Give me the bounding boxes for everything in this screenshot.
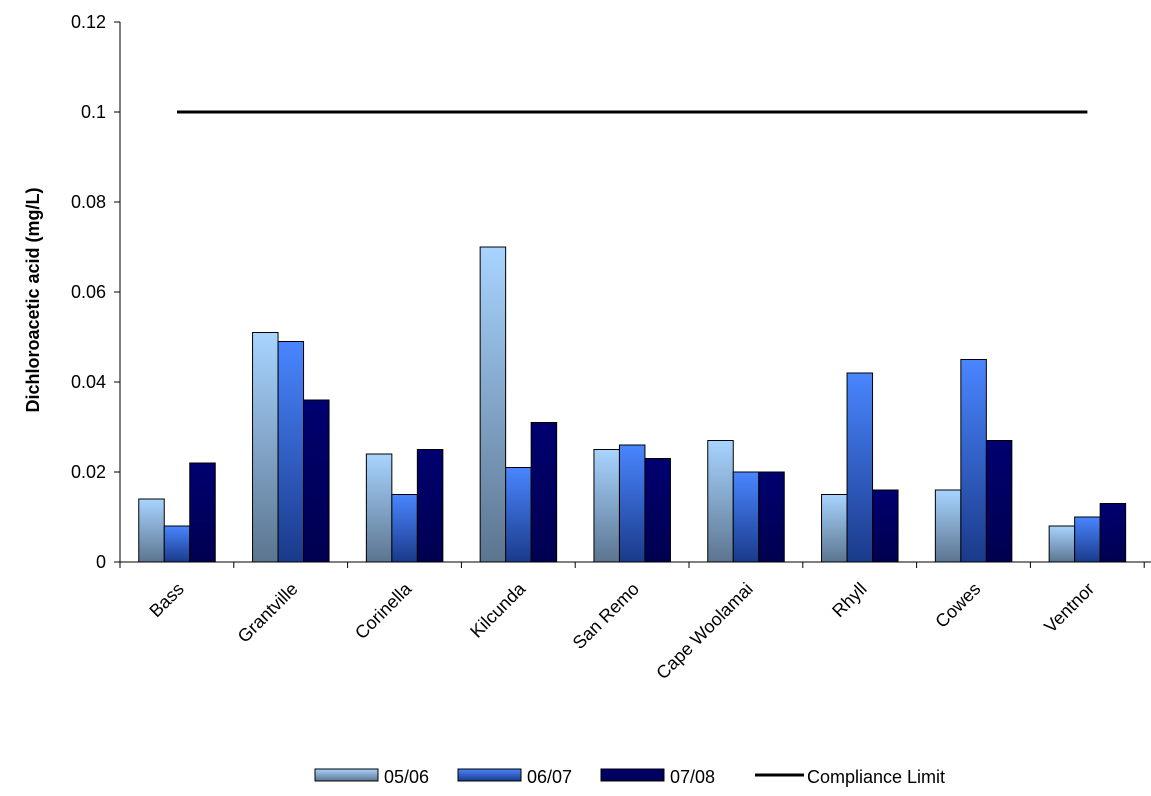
y-tick-label: 0 <box>96 552 106 572</box>
bar <box>732 471 760 563</box>
legend-label: 05/06 <box>384 767 429 787</box>
x-tick-label: Ventnor <box>1040 579 1098 637</box>
x-tick-label: Grantville <box>234 579 302 647</box>
bar <box>416 449 444 563</box>
bar <box>530 422 558 563</box>
bar <box>479 246 507 563</box>
bar <box>934 489 962 563</box>
legend-swatch <box>314 768 379 782</box>
y-tick-label: 0.06 <box>71 282 106 302</box>
legend-label: Compliance Limit <box>807 767 945 787</box>
x-tick-label: Cape Woolamai <box>652 579 756 683</box>
bar <box>138 498 165 563</box>
x-tick-label: Cowes <box>931 579 984 632</box>
y-tick-label: 0.02 <box>71 462 106 482</box>
bar <box>365 453 393 563</box>
y-tick-label: 0.04 <box>71 372 106 392</box>
bar <box>163 525 191 563</box>
bar <box>707 440 734 563</box>
x-tick-label: Kilcunda <box>466 578 530 642</box>
bar <box>252 332 279 563</box>
bar <box>391 494 418 563</box>
x-tick-label: Rhyll <box>828 579 870 621</box>
bar <box>960 359 987 563</box>
x-tick-label: Corinella <box>351 578 416 643</box>
bar <box>821 494 848 563</box>
y-tick-label: 0.1 <box>81 102 106 122</box>
y-tick-label: 0.08 <box>71 192 106 212</box>
bar <box>1099 503 1127 563</box>
bar <box>644 458 671 563</box>
bar <box>758 471 785 563</box>
bar <box>277 341 305 563</box>
bar <box>1074 516 1101 563</box>
legend-label: 06/07 <box>527 767 572 787</box>
x-tick-label: San Remo <box>569 579 643 653</box>
x-tick-label: Bass <box>145 579 187 621</box>
bar <box>618 444 646 563</box>
bar <box>593 449 620 563</box>
legend-label: 07/08 <box>670 767 715 787</box>
bar <box>846 372 874 563</box>
legend: 05/06 06/07 07/08 Compliance Limit <box>314 767 945 787</box>
legend-swatch <box>457 768 522 782</box>
plot-area <box>138 110 1127 563</box>
y-axis: 0 0.02 0.04 0.06 0.08 0.1 0.12 <box>71 12 121 572</box>
bar <box>505 467 532 563</box>
bar <box>189 462 216 563</box>
bar <box>872 489 899 563</box>
bar <box>303 399 330 563</box>
x-axis: Bass Grantville Corinella Kilcunda San Remo C… <box>119 561 1151 683</box>
legend-swatch <box>600 768 665 782</box>
y-tick-label: 0.12 <box>71 12 106 32</box>
bar <box>1048 525 1076 563</box>
bar <box>985 440 1013 563</box>
y-axis-title: Dichloroacetic acid (mg/L) <box>23 187 43 412</box>
